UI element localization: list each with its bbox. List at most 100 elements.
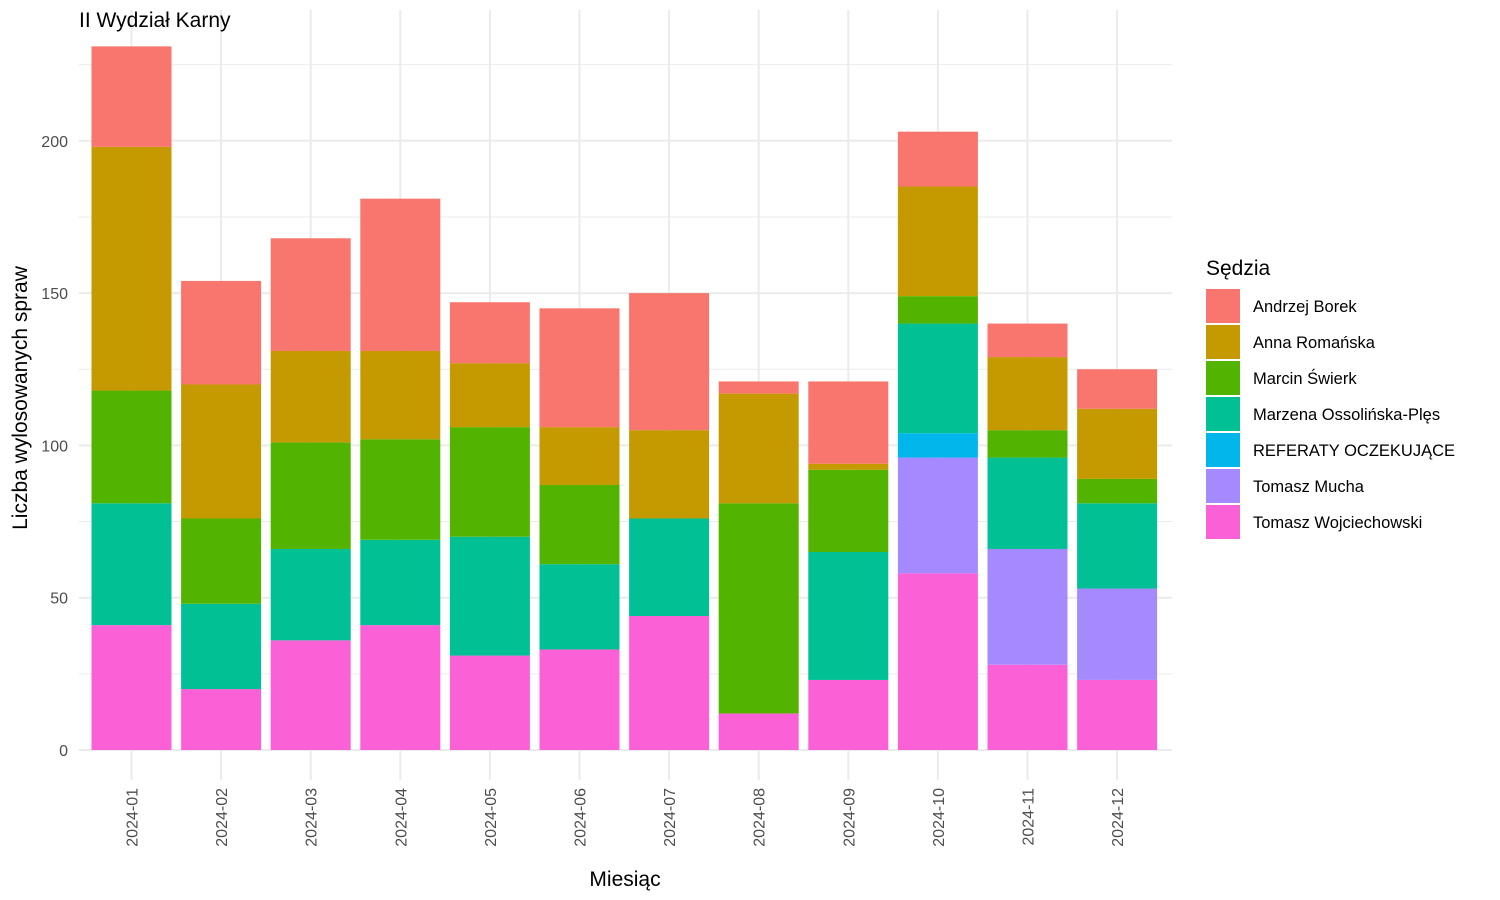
- x-tick-label: 2024-12: [1110, 788, 1127, 847]
- bar-segment-andrzej-borek: [629, 293, 710, 431]
- legend-swatch-marcin-swierk: [1206, 361, 1240, 395]
- bar-segment-tomasz-wojciechowski: [449, 655, 530, 750]
- legend-label-anna-romanska: Anna Romańska: [1253, 334, 1376, 352]
- legend-swatch-marzena-ossolinska-ples: [1206, 397, 1240, 431]
- legend-label-tomasz-wojciechowski: Tomasz Wojciechowski: [1253, 514, 1422, 532]
- bar-segment-tomasz-mucha: [987, 548, 1068, 665]
- bar-segment-anna-romanska: [897, 186, 978, 297]
- legend-label-marcin-swierk: Marcin Świerk: [1253, 369, 1357, 388]
- bar-segment-marcin-swierk: [718, 503, 799, 714]
- bar-segment-anna-romanska: [1077, 408, 1158, 479]
- bar-segment-andrzej-borek: [897, 131, 978, 187]
- legend-label-tomasz-mucha: Tomasz Mucha: [1253, 478, 1365, 496]
- bar-segment-marzena-ossolinska-ples: [270, 548, 351, 641]
- bar-segment-tomasz-mucha: [897, 457, 978, 574]
- x-tick-label: 2024-08: [752, 788, 769, 847]
- bar-segment-referaty-oczekujace: [897, 433, 978, 458]
- bar-segment-marzena-ossolinska-ples: [808, 552, 889, 680]
- bar-segment-tomasz-wojciechowski: [629, 615, 710, 750]
- legend-swatch-andrzej-borek: [1206, 289, 1240, 323]
- bar-segment-tomasz-wojciechowski: [270, 640, 351, 750]
- bar-segment-marzena-ossolinska-ples: [539, 564, 620, 650]
- legend-swatch-tomasz-wojciechowski: [1206, 505, 1240, 539]
- bar-segment-tomasz-wojciechowski: [718, 713, 799, 750]
- legend-swatch-tomasz-mucha: [1206, 469, 1240, 503]
- bar-segment-andrzej-borek: [91, 46, 172, 147]
- bar-segment-marzena-ossolinska-ples: [181, 603, 262, 690]
- y-tick-label: 200: [41, 134, 68, 151]
- bar-segment-andrzej-borek: [1077, 369, 1158, 409]
- bar-segment-andrzej-borek: [808, 381, 889, 464]
- x-axis-title: Miesiąc: [589, 868, 660, 891]
- x-tick-label: 2024-10: [931, 788, 948, 847]
- bar-segment-marcin-swierk: [449, 427, 530, 537]
- bar-segment-marzena-ossolinska-ples: [987, 457, 1068, 549]
- bar-segment-andrzej-borek: [270, 238, 351, 351]
- bar-segment-anna-romanska: [449, 363, 530, 428]
- bar-segment-anna-romanska: [718, 393, 799, 504]
- bar-segment-andrzej-borek: [360, 198, 441, 351]
- x-tick-label: 2024-11: [1021, 788, 1038, 846]
- bar-segment-tomasz-wojciechowski: [897, 573, 978, 750]
- legend-title: Sędzia: [1206, 257, 1271, 280]
- bar-segment-anna-romanska: [360, 350, 441, 440]
- y-tick-label: 100: [41, 438, 68, 455]
- y-axis-ticks: 0 50 100 150 200: [41, 134, 68, 760]
- bar-segment-marzena-ossolinska-ples: [91, 503, 172, 626]
- bar-segment-andrzej-borek: [539, 308, 620, 428]
- bar-segment-marcin-swierk: [1077, 478, 1158, 504]
- y-tick-label: 0: [59, 743, 68, 760]
- x-tick-label: 2024-06: [573, 788, 590, 847]
- bar-segment-marzena-ossolinska-ples: [449, 536, 530, 656]
- bar-segment-marcin-swierk: [987, 430, 1068, 458]
- y-axis-title: Liczba wylosowanych spraw: [9, 265, 32, 530]
- bar-segment-tomasz-wojciechowski: [181, 689, 262, 750]
- bar-segment-marcin-swierk: [360, 439, 441, 540]
- bar-segment-andrzej-borek: [181, 280, 262, 385]
- bar-segment-anna-romanska: [629, 430, 710, 519]
- bar-segment-anna-romanska: [539, 427, 620, 485]
- legend: Sędzia Andrzej Borek Anna Romańska Marcin …: [1206, 257, 1455, 539]
- y-tick-label: 50: [50, 591, 68, 608]
- bar-segment-marcin-swierk: [270, 442, 351, 549]
- x-tick-label: 2024-01: [125, 788, 142, 847]
- bar-segment-tomasz-wojciechowski: [539, 649, 620, 750]
- x-tick-label: 2024-09: [841, 788, 858, 847]
- bar-segment-andrzej-borek: [449, 302, 530, 364]
- x-tick-label: 2024-03: [304, 788, 321, 847]
- bar-segment-marcin-swierk: [539, 484, 620, 565]
- bar-segment-anna-romanska: [181, 384, 262, 519]
- bar-segment-tomasz-wojciechowski: [808, 679, 889, 750]
- bar-segment-tomasz-wojciechowski: [91, 625, 172, 750]
- bar-segment-andrzej-borek: [718, 381, 799, 394]
- bar-segment-marzena-ossolinska-ples: [1077, 503, 1158, 589]
- legend-label-andrzej-borek: Andrzej Borek: [1253, 298, 1357, 316]
- legend-label-referaty-oczekujace: REFERATY OCZEKUJĄCE: [1253, 442, 1455, 460]
- legend-swatch-anna-romanska: [1206, 325, 1240, 359]
- bar-segment-marzena-ossolinska-ples: [629, 518, 710, 616]
- bar-segment-marzena-ossolinska-ples: [360, 539, 441, 626]
- x-tick-label: 2024-02: [214, 788, 231, 847]
- bar-segment-tomasz-mucha: [1077, 588, 1158, 680]
- x-tick-label: 2024-04: [393, 788, 410, 847]
- chart-title: II Wydział Karny: [79, 9, 231, 32]
- y-tick-label: 150: [41, 286, 68, 303]
- legend-label-marzena-ossolinska-ples: Marzena Ossolińska-Plęs: [1253, 406, 1440, 424]
- bar-segment-marcin-swierk: [91, 390, 172, 504]
- bar-segment-anna-romanska: [91, 146, 172, 391]
- bars: [91, 46, 1158, 750]
- bar-segment-marcin-swierk: [181, 518, 262, 604]
- bar-segment-anna-romanska: [808, 463, 889, 470]
- bar-segment-marcin-swierk: [808, 469, 889, 553]
- legend-swatch-referaty-oczekujace: [1206, 433, 1240, 467]
- x-tick-label: 2024-05: [483, 788, 500, 847]
- bar-segment-tomasz-wojciechowski: [1077, 679, 1158, 750]
- bar-segment-anna-romanska: [987, 357, 1068, 431]
- bar-segment-marzena-ossolinska-ples: [897, 323, 978, 434]
- bar-segment-andrzej-borek: [987, 323, 1068, 358]
- bar-segment-marcin-swierk: [897, 296, 978, 324]
- bar-segment-tomasz-wojciechowski: [360, 625, 441, 750]
- bar-segment-tomasz-wojciechowski: [987, 664, 1068, 750]
- x-axis-ticks: 2024-01 2024-02 2024-03 2024-04 2024-05 2024-…: [125, 788, 1128, 847]
